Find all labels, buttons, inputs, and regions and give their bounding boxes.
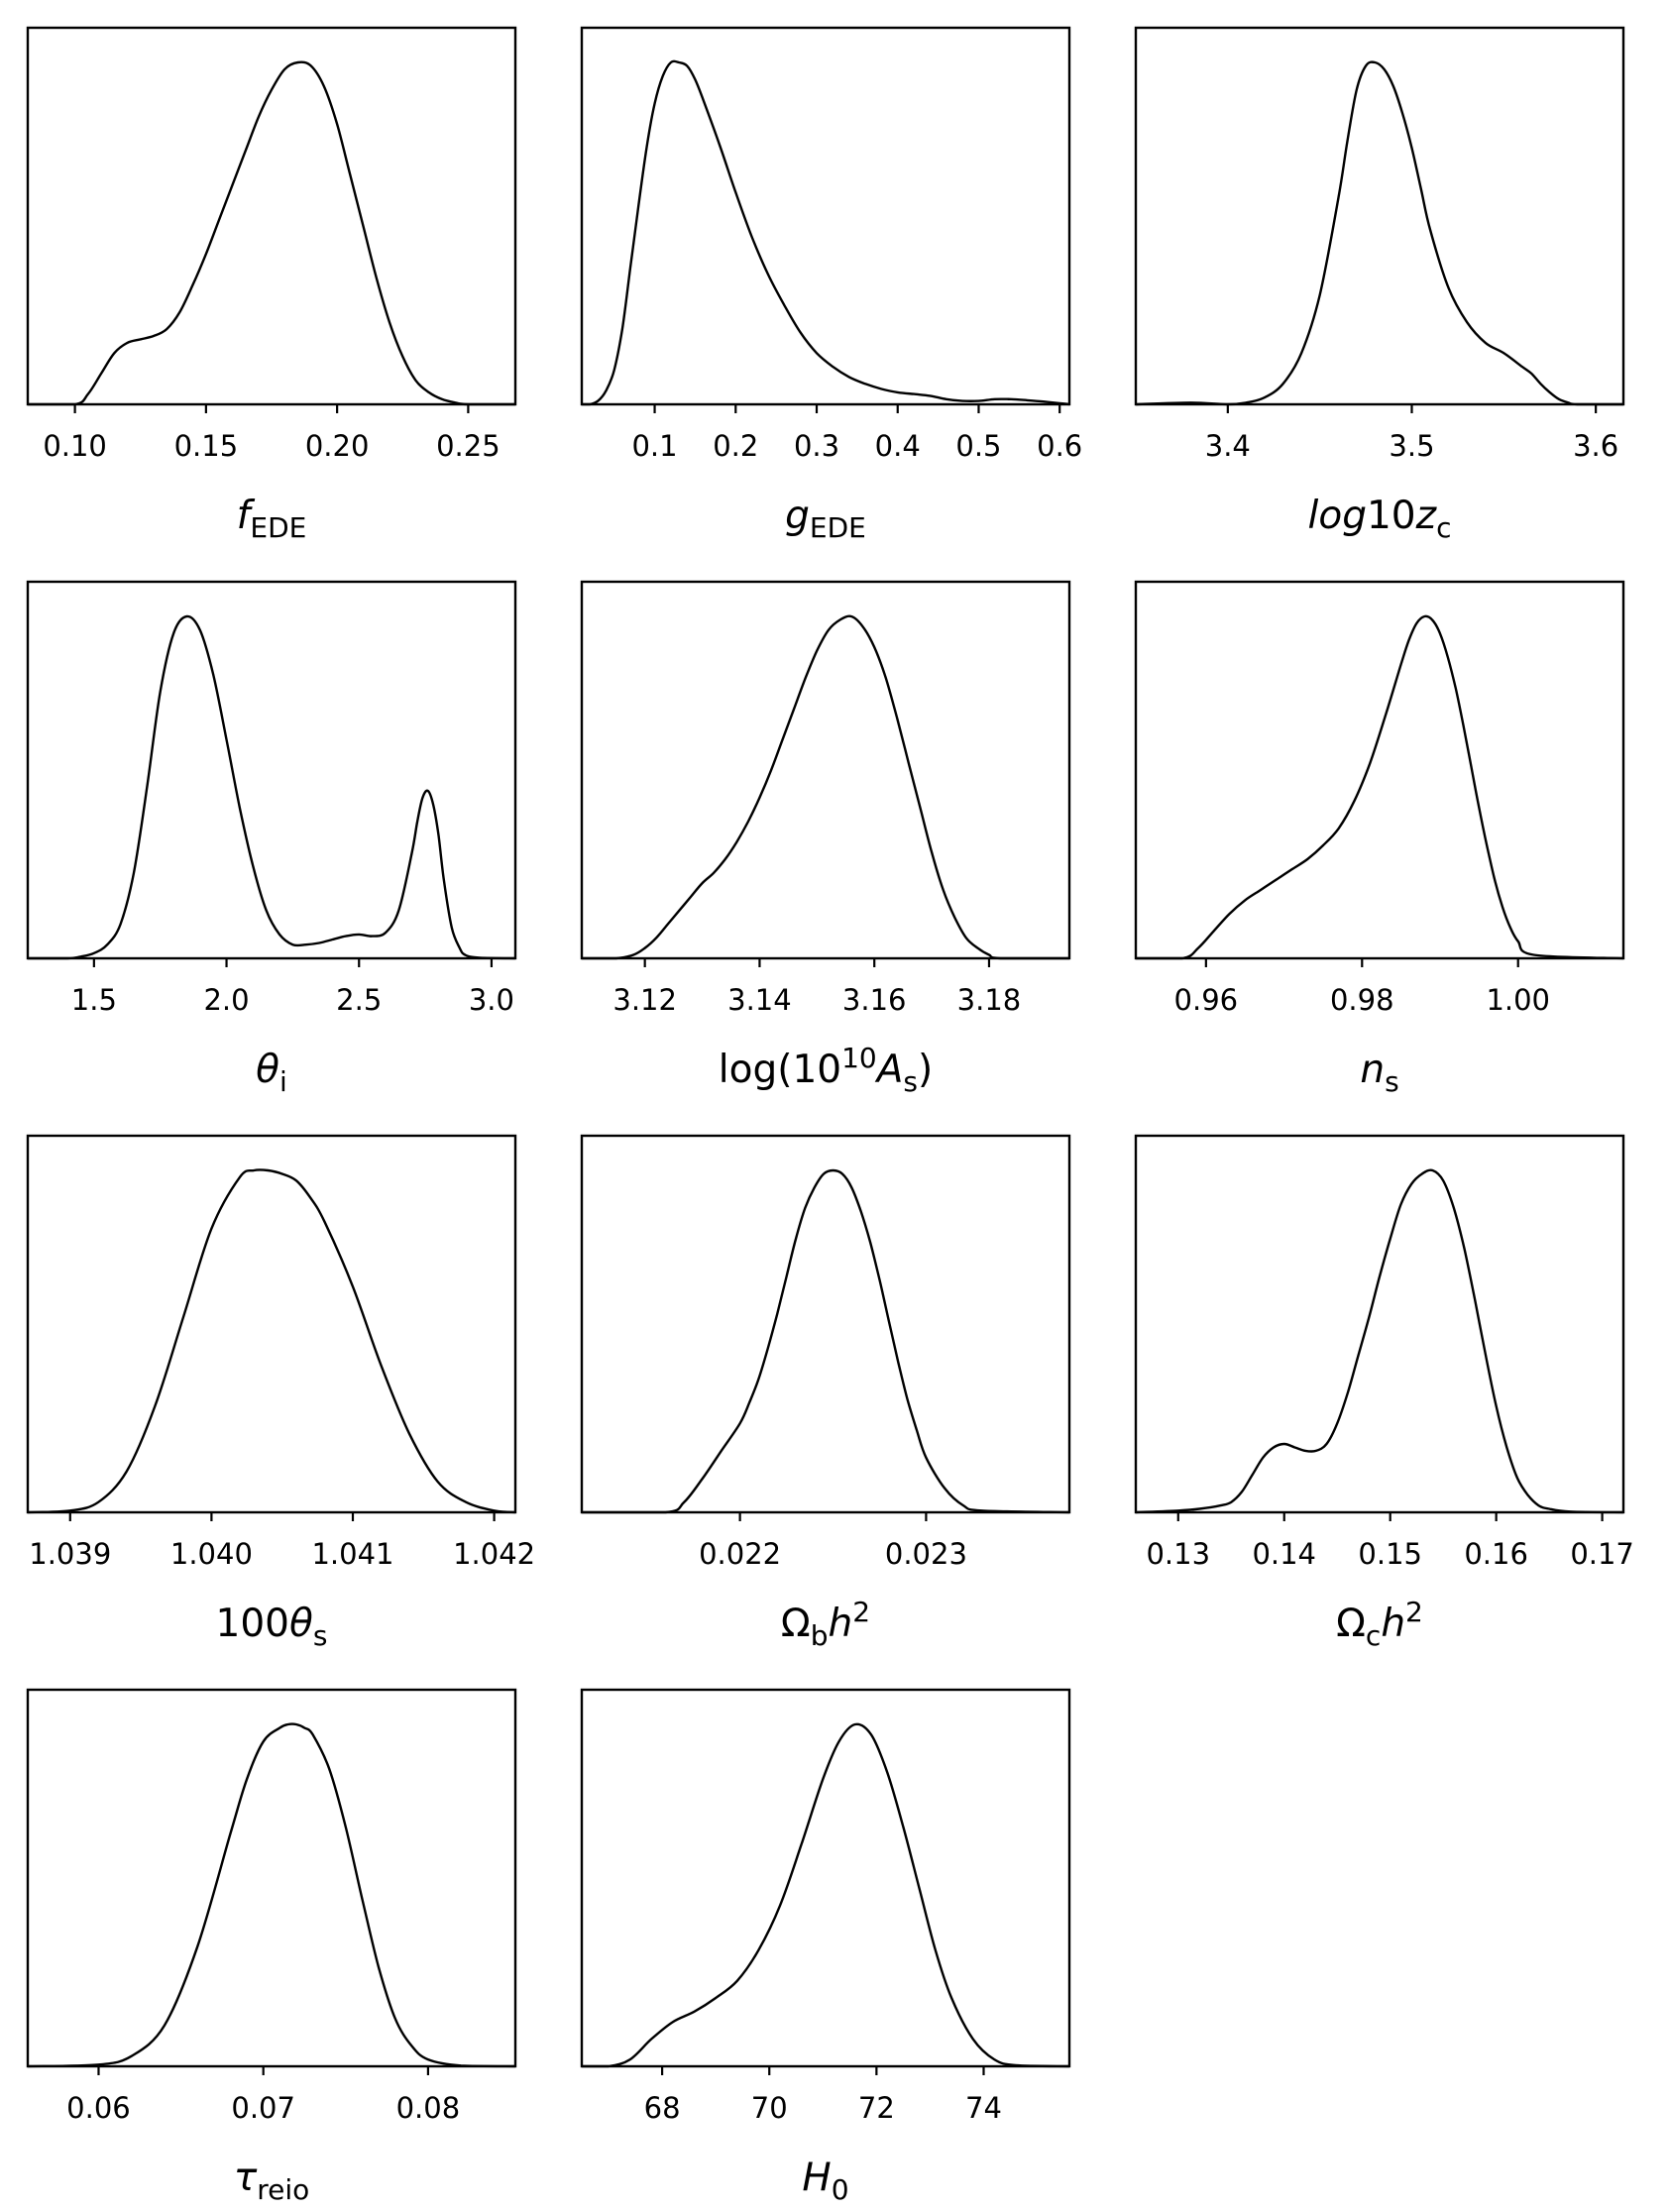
panel-6: 0.96 0.98 1.00 ns	[1134, 580, 1625, 1098]
x-tick-label: 3.4	[1205, 429, 1251, 463]
x-tick-label: 3.14	[727, 983, 792, 1017]
axes-frame	[26, 580, 517, 960]
x-tick-label: 1.00	[1486, 983, 1550, 1017]
x-tick-label: 3.6	[1573, 429, 1618, 463]
x-tick-label: 0.25	[436, 429, 501, 463]
axes-frame	[26, 26, 517, 406]
x-axis-label: gEDE	[785, 494, 866, 544]
density-curve	[1136, 614, 1624, 960]
x-tick-label: 1.042	[453, 1537, 535, 1571]
density-curve	[582, 614, 1069, 960]
axes-frame	[1134, 26, 1625, 406]
x-tick-label: 1.5	[71, 983, 117, 1017]
x-axis-label: θi	[256, 1048, 287, 1098]
x-tick-label: 72	[858, 2091, 895, 2125]
x-axis-label: ns	[1360, 1048, 1398, 1098]
x-tick-label: 0.14	[1252, 1537, 1316, 1571]
x-tick-label: 0.5	[955, 429, 1001, 463]
x-axis-label: τreio	[234, 2156, 310, 2206]
x-axis-label: fEDE	[237, 494, 307, 544]
x-tick-label: 0.17	[1570, 1537, 1634, 1571]
density-curve	[582, 1168, 1070, 1514]
x-tick-label: 0.1	[631, 429, 677, 463]
density-curve	[581, 1722, 1070, 2068]
x-axis-label: 100θs	[216, 1602, 328, 1652]
axes-frame	[26, 1134, 517, 1514]
x-tick-label: 3.16	[842, 983, 907, 1017]
x-axis-label: log10zc	[1308, 494, 1452, 544]
panel-8: 0.022 0.023 Ωbh2	[580, 1134, 1071, 1652]
x-tick-label: 0.15	[174, 429, 239, 463]
x-axis-label: log(1010As)	[719, 1042, 933, 1098]
x-tick-label: 0.13	[1146, 1537, 1210, 1571]
x-tick-label: 0.16	[1464, 1537, 1528, 1571]
x-tick-label: 0.20	[305, 429, 370, 463]
panel-4: 1.5 2.0 2.5 3.0 θi	[26, 580, 517, 1098]
x-tick-label: 68	[644, 2091, 681, 2125]
x-tick-label: 0.022	[699, 1537, 781, 1571]
x-tick-label: 0.98	[1330, 983, 1394, 1017]
density-curve	[27, 1168, 516, 1514]
x-tick-label: 3.0	[469, 983, 514, 1017]
panel-11: 68 70 72 74 H0	[580, 1688, 1071, 2206]
x-tick-label: 2.5	[336, 983, 382, 1017]
x-tick-label: 74	[965, 2091, 1002, 2125]
x-tick-label: 0.3	[794, 429, 839, 463]
axes-frame	[1134, 580, 1625, 960]
x-tick-label: 0.15	[1358, 1537, 1422, 1571]
panel-7: 1.039 1.040 1.041 1.042 100θs	[26, 1134, 535, 1652]
x-tick-label: 0.4	[875, 429, 921, 463]
density-curve	[28, 614, 516, 960]
x-axis-label: Ωch2	[1336, 1596, 1423, 1652]
panel-3: 3.4 3.5 3.6 log10zc	[1134, 26, 1625, 544]
axes-frame	[26, 1688, 517, 2068]
axes-frame	[580, 1134, 1071, 1514]
x-tick-label: 1.039	[29, 1537, 111, 1571]
x-tick-label: 3.12	[612, 983, 677, 1017]
x-tick-label: 3.5	[1389, 429, 1434, 463]
x-axis-label: H0	[802, 2156, 848, 2206]
density-curve	[582, 59, 1070, 406]
x-tick-label: 0.96	[1174, 983, 1239, 1017]
density-curve	[1135, 1168, 1624, 1514]
x-tick-label: 1.040	[170, 1537, 253, 1571]
x-tick-label: 2.0	[203, 983, 249, 1017]
x-tick-label: 0.07	[231, 2091, 295, 2125]
x-tick-label: 3.18	[957, 983, 1022, 1017]
axes-frame	[580, 26, 1071, 406]
x-tick-label: 70	[751, 2091, 788, 2125]
axes-frame	[580, 580, 1071, 960]
x-tick-label: 0.08	[396, 2091, 461, 2125]
x-tick-label: 1.041	[311, 1537, 393, 1571]
axes-frame	[580, 1688, 1071, 2068]
panel-5: 3.12 3.14 3.16 3.18 log(1010As)	[580, 580, 1071, 1098]
x-tick-label: 0.6	[1037, 429, 1082, 463]
x-tick-label: 0.2	[713, 429, 758, 463]
panel-9: 0.13 0.14 0.15 0.16 0.17 Ωch2	[1134, 1134, 1634, 1652]
axes-frame	[1134, 1134, 1625, 1514]
density-curve	[28, 60, 515, 406]
x-axis-label: Ωbh2	[781, 1596, 870, 1652]
panel-10: 0.06 0.07 0.08 τreio	[26, 1688, 517, 2206]
density-curve	[1135, 60, 1623, 406]
x-tick-label: 0.10	[43, 429, 107, 463]
x-tick-label: 0.06	[66, 2091, 131, 2125]
panel-1: 0.10 0.15 0.20 0.25 fEDE	[26, 26, 517, 544]
density-curve	[27, 1722, 516, 2068]
panel-2: 0.1 0.2 0.3 0.4 0.5 0.6 gEDE	[580, 26, 1082, 544]
x-tick-label: 0.023	[885, 1537, 967, 1571]
